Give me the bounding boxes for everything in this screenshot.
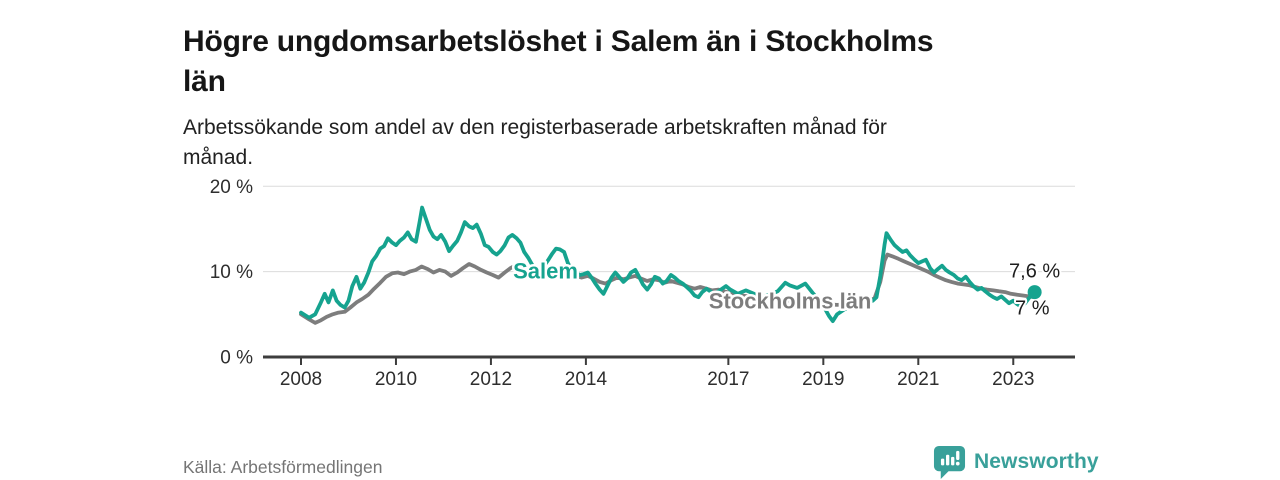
page-subtitle: Arbetssökande som andel av den registerb… <box>183 113 1063 174</box>
y-tick-label-0: 0 % <box>220 348 253 369</box>
x-tick-label-2023: 2023 <box>992 369 1034 390</box>
logo-exclamation-dot <box>955 461 960 466</box>
x-tick-label-2019: 2019 <box>802 369 844 390</box>
stockholms-lan-series-label: Stockholms län <box>709 288 872 313</box>
logo-bar-2 <box>946 454 950 466</box>
logo-bar-3 <box>951 456 955 466</box>
source-note: Källa: Arbetsförmedlingen <box>183 457 383 477</box>
y-tick-label-20: 20 % <box>210 177 253 198</box>
x-tick-label-2014: 2014 <box>565 369 608 390</box>
page-title-line-2: län <box>183 64 226 98</box>
newsworthy-logo-icon <box>933 445 966 479</box>
logo-exclamation-bar <box>956 450 960 461</box>
salem-end-value-label: 7,6 % <box>1009 261 1060 283</box>
page-title-line-1: Högre ungdomsarbetslöshet i Salem än i S… <box>183 25 934 59</box>
newsworthy-brand: Newsworthy <box>933 444 1099 480</box>
x-tick-label-2012: 2012 <box>470 369 512 390</box>
series-line-stockholms-lan <box>299 252 1037 325</box>
newsworthy-brand-name: Newsworthy <box>974 450 1099 473</box>
salem-end-dot <box>1027 285 1042 300</box>
page-title: Högre ungdomsarbetslöshet i Salem än i S… <box>183 22 1103 102</box>
series-line-salem <box>299 205 1037 323</box>
logo-bar-1 <box>940 458 945 466</box>
x-tick-label-2008: 2008 <box>280 369 322 390</box>
logo-bubble-shape <box>933 445 966 479</box>
stockholms-lan-end-value-label: 7 % <box>1015 297 1050 319</box>
salem-series-label: Salem <box>513 258 578 283</box>
y-tick-label-10: 10 % <box>210 262 253 283</box>
x-tick-label-2010: 2010 <box>375 369 417 390</box>
x-tick-label-2017: 2017 <box>707 369 749 390</box>
page-subtitle-line-1: Arbetssökande som andel av den registerb… <box>183 116 887 139</box>
x-tick-label-2021: 2021 <box>897 369 939 390</box>
page-subtitle-line-2: månad. <box>183 146 254 170</box>
